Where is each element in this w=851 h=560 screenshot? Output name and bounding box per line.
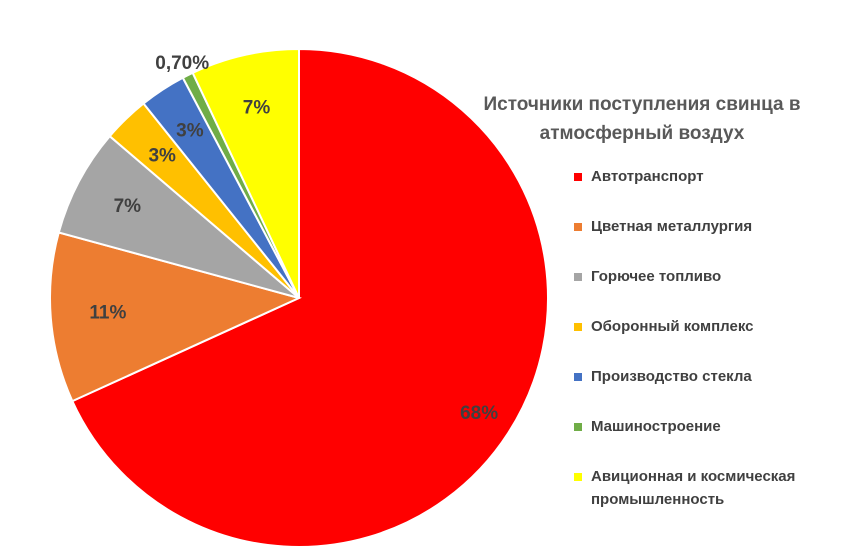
- data-labels-group: 68% 11% 7% 3%3% 0,70% 7%: [89, 53, 498, 424]
- data-label: 0,70%: [155, 53, 209, 74]
- legend-label: Автотранспорт: [591, 168, 704, 185]
- chart-title: Источники поступления свинца в атмосферн…: [483, 94, 801, 144]
- legend-swatch: [574, 423, 582, 431]
- legend-label: Производство стекла: [591, 368, 752, 385]
- legend: Автотранспорт Цветная металлургия Горюче…: [574, 165, 844, 511]
- legend-item-metallurgy: Цветная металлургия: [574, 215, 844, 238]
- legend-swatch: [574, 373, 582, 381]
- pie-slice: [57, 134, 300, 299]
- legend-swatch: [574, 273, 582, 281]
- legend-item-fuel: Горючее топливо: [574, 265, 844, 288]
- legend-label: Цветная металлургия: [591, 218, 753, 235]
- legend-item-defense: Оборонный комплекс: [574, 315, 844, 338]
- pie-slice: [71, 47, 549, 548]
- legend-item-avtotransport: Автотранспорт: [574, 165, 844, 188]
- legend-swatch: [574, 473, 582, 481]
- slices-group: [49, 47, 549, 548]
- legend-item-machinery: Машиностроение: [574, 415, 844, 438]
- legend-swatch: [574, 173, 582, 181]
- data-label: 11%: [89, 302, 126, 323]
- data-label: 68%: [460, 403, 498, 424]
- legend-swatch: [574, 323, 582, 331]
- legend-item-aerospace: Авиционная и космическая промышленность: [574, 465, 844, 511]
- data-label: 7%: [243, 98, 271, 119]
- legend-label: Авиционная и космическая промышленность: [591, 468, 796, 508]
- legend-label: Горючее топливо: [591, 268, 722, 285]
- legend-label: Оборонный комплекс: [591, 318, 754, 335]
- legend-swatch: [574, 223, 582, 231]
- pie-slice: [49, 231, 302, 403]
- data-label: 3%: [148, 146, 176, 167]
- legend-label: Машиностроение: [591, 418, 721, 435]
- pie-slice: [191, 47, 300, 299]
- legend-item-glass: Производство стекла: [574, 365, 844, 388]
- data-label: 7%: [114, 196, 142, 217]
- data-label: 3%: [176, 120, 204, 141]
